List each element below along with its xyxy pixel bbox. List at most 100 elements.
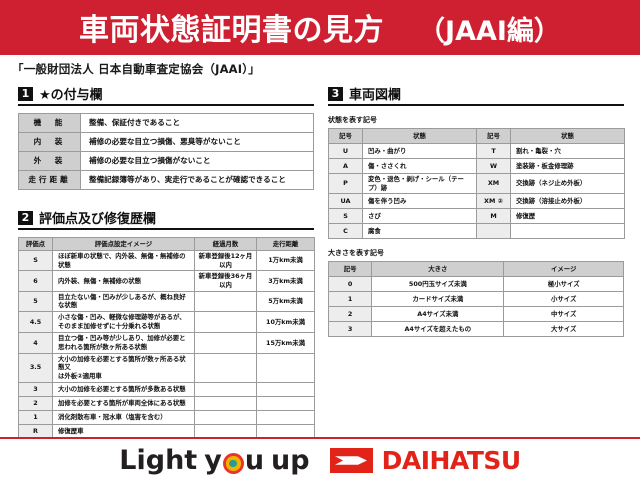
slogan-word-up: up — [271, 445, 310, 476]
cell-state-2: 交換跡（ネジ止め外板） — [510, 172, 625, 195]
row-value: 補修の必要な目立つ損傷、悪臭等がないこと — [80, 132, 314, 152]
section-2-title: 評価点及び修復歴欄 — [39, 212, 157, 227]
cell-image: 大小の加修を必要とする箇所が多数ある状態 — [52, 381, 195, 397]
slogan-letter-u: u — [244, 445, 265, 476]
cell-distance: 5万km未満 — [256, 290, 315, 312]
cell-months — [194, 290, 257, 312]
cell-symbol-1: UA — [328, 193, 363, 210]
row-value: 整備記録簿等があり、実走行であることが確認できること — [80, 170, 314, 190]
star-criteria-body: 機 能 整備、保証付きであること 内 装 補修の必要な目立つ損傷、悪臭等がないこ… — [18, 113, 314, 190]
cell-state-2: 割れ・亀裂・穴 — [510, 143, 625, 159]
table-row: 3 A4サイズを超えたもの 大サイズ — [327, 321, 624, 338]
cell-distance — [256, 352, 315, 383]
cell-score: 6 — [18, 270, 53, 292]
cell-symbol-2: W — [476, 158, 511, 174]
cell-symbol-1: P — [328, 172, 363, 195]
cell-image: 加修を必要とする箇所が車両全体にある状態 — [52, 395, 195, 411]
table-row: UA 傷を伴う凹み XM ② 交換跡（溶接止め外板） — [328, 193, 625, 210]
col-header-symbol: 記号 — [327, 261, 373, 278]
table-row: 3 大小の加修を必要とする箇所が多数ある状態 — [18, 381, 315, 397]
table-row: 6 内外装、無傷・無補修の状態 新車登録後36ヶ月以内 3万km未満 — [18, 270, 315, 292]
cell-symbol: 2 — [327, 306, 373, 323]
cell-score: 5 — [18, 290, 53, 312]
state-table-head: 記号 状態 記号 状態 — [328, 128, 625, 144]
cell-months — [194, 331, 257, 354]
cell-symbol: 0 — [327, 276, 373, 293]
cell-image: 消化剤散布車・冠水車（塩害を含む） — [52, 409, 195, 425]
cell-image: ほぼ新車の状態で、内外装、無傷・無補修の状態 — [52, 249, 195, 272]
cell-state-1: さび — [362, 208, 477, 225]
col-header-size: 大きさ — [371, 261, 505, 278]
table-row: 3.5 大小の加修を必要とする箇所が数ヶ所ある状態又 は外板②適用車 — [18, 352, 315, 383]
cell-score: R — [18, 423, 53, 439]
section-2-heading: 2 評価点及び修復歴欄 — [18, 208, 314, 230]
cell-distance: 10万km未満 — [256, 310, 315, 333]
table-row: U 凹み・曲がり T 割れ・亀裂・穴 — [328, 143, 625, 159]
table-row: 走行距離 整備記録簿等があり、実走行であることが確認できること — [18, 170, 314, 190]
cell-symbol-2: XM — [476, 172, 511, 195]
col-header-image: 評価点設定イメージ — [52, 237, 195, 251]
cell-symbol: 1 — [327, 291, 373, 308]
right-column: 3 車両図欄 状態を表す記号 記号 状態 記号 状態 U 凹み・曲がり T 割れ… — [327, 84, 625, 338]
cell-months: 新車登録後12ヶ月以内 — [194, 249, 257, 272]
cell-symbol-1: A — [328, 158, 363, 174]
section-3-title: 車両図欄 — [349, 88, 402, 103]
cell-distance: 3万km未満 — [256, 270, 315, 292]
cell-size: カードサイズ未満 — [371, 291, 505, 308]
size-symbols-label: 大きさを表す記号 — [328, 249, 384, 258]
cell-symbol-2: M — [476, 208, 511, 225]
cell-score: 3.5 — [18, 352, 53, 383]
cell-image: 内外装、無傷・無補修の状態 — [52, 270, 195, 292]
row-key: 内 装 — [18, 132, 81, 152]
cell-state-2: 交換跡（溶接止め外板） — [510, 193, 625, 210]
cell-state-1: 傷・ささくれ — [362, 158, 477, 174]
table-row: 内 装 補修の必要な目立つ損傷、悪臭等がないこと — [18, 132, 314, 152]
state-table-body: U 凹み・曲がり T 割れ・亀裂・穴 A 傷・ささくれ W 塗装跡・板金修理跡 … — [328, 143, 625, 240]
section-1-heading: 1 ★の付与欄 — [18, 84, 314, 106]
cell-symbol-2: T — [476, 143, 511, 159]
footer-divider — [0, 437, 640, 439]
evaluation-table-head: 評価点 評価点設定イメージ 経過月数 走行距離 — [18, 237, 315, 251]
cell-distance — [256, 409, 315, 425]
row-value: 補修の必要な目立つ損傷がないこと — [80, 151, 314, 171]
size-table-body: 0 500円玉サイズ未満 極小サイズ 1 カードサイズ未満 小サイズ 2 A4サ… — [327, 276, 624, 338]
cell-state-1: 変色・退色・剥げ・シール（テープ）跡 — [362, 172, 477, 195]
cell-months — [194, 395, 257, 411]
col-header-symbol-2: 記号 — [476, 128, 511, 144]
state-symbols-label: 状態を表す記号 — [328, 116, 377, 124]
col-header-image: イメージ — [503, 261, 624, 278]
section-1-badge: 1 — [18, 86, 33, 101]
table-row: 0 500円玉サイズ未満 極小サイズ — [327, 276, 624, 293]
cell-distance — [256, 395, 315, 411]
cell-months — [194, 409, 257, 425]
section-3-heading: 3 車両図欄 — [328, 84, 624, 106]
cell-image: 大サイズ — [503, 321, 624, 338]
table-row: 2 加修を必要とする箇所が車両全体にある状態 — [18, 395, 315, 411]
slogan-letter-y: y — [204, 445, 222, 476]
section-3-badge: 3 — [328, 86, 343, 101]
daihatsu-wordmark: DAIHATSU — [381, 446, 522, 475]
col-header-distance: 走行距離 — [256, 237, 315, 251]
cell-image: 目立たない傷・凹みが少しあるが、概ね良好な状態 — [52, 290, 195, 312]
table-row: S ほぼ新車の状態で、内外装、無傷・無補修の状態 新車登録後12ヶ月以内 1万k… — [18, 249, 315, 272]
table-header-row: 記号 状態 記号 状態 — [328, 128, 625, 144]
cell-score: S — [18, 249, 53, 272]
cell-size: 500円玉サイズ未満 — [371, 276, 505, 293]
cell-image: 中サイズ — [503, 306, 624, 323]
cell-symbol-1: S — [328, 208, 363, 225]
row-key: 外 装 — [18, 151, 81, 171]
cell-score: 4 — [18, 331, 53, 354]
size-table-head: 記号 大きさ イメージ — [327, 261, 624, 278]
table-header-row: 記号 大きさ イメージ — [327, 261, 624, 278]
size-symbols-table: 記号 大きさ イメージ 0 500円玉サイズ未満 極小サイズ 1 カードサイズ未… — [327, 261, 624, 338]
page-title-suffix: （JAAI編） — [418, 15, 561, 47]
cell-symbol-1: U — [328, 143, 363, 159]
evaluation-score-table: 評価点 評価点設定イメージ 経過月数 走行距離 S ほぼ新車の状態で、内外装、無… — [18, 237, 315, 439]
cell-size: A4サイズ未満 — [371, 306, 505, 323]
section-2-wrapper: 2 評価点及び修復歴欄 評価点 評価点設定イメージ 経過月数 走行距離 — [18, 208, 315, 463]
cell-score: 1 — [18, 409, 53, 425]
row-key: 機 能 — [18, 113, 81, 133]
cell-symbol-1: C — [328, 223, 363, 240]
cell-months: 新車登録後36ヶ月以内 — [194, 270, 257, 292]
